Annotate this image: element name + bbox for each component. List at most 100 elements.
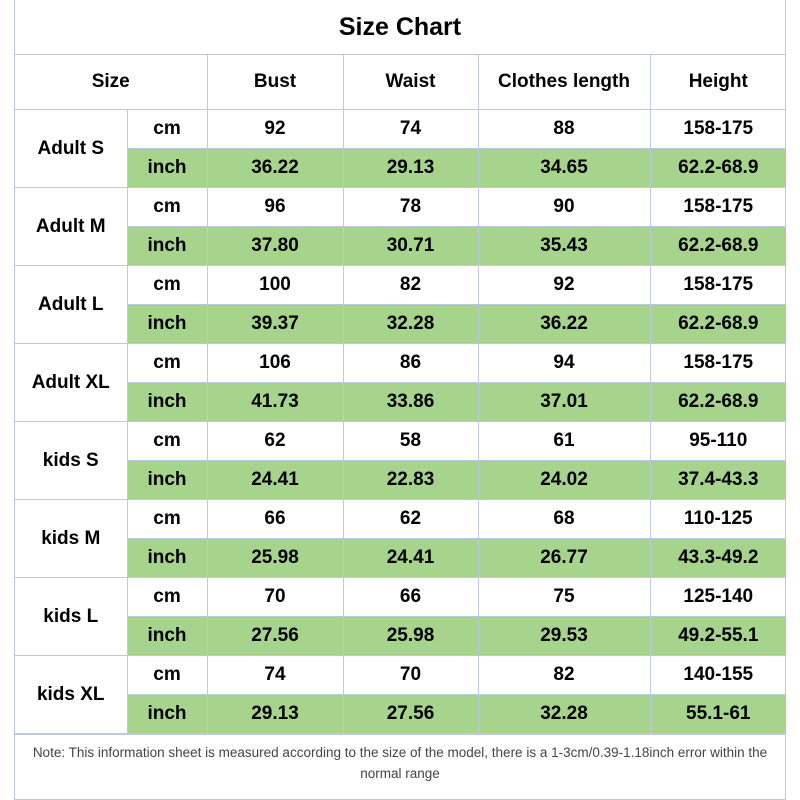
- bust-inch-cell: 27.56: [206, 616, 344, 656]
- height-inch-cell: 43.3-49.2: [649, 538, 786, 578]
- size-table: Size Bust Waist Clothes length Height Ad…: [15, 55, 786, 734]
- clothes-length-cm-cell: 88: [477, 109, 651, 149]
- waist-inch-cell: 30.71: [342, 226, 479, 266]
- height-cm-cell: 125-140: [649, 577, 786, 617]
- table-row-cm: Adult XL cm 106 86 94 158-175: [15, 343, 786, 422]
- unit-label-inch: inch: [127, 304, 208, 344]
- height-inch-cell: 55.1-61: [649, 694, 786, 734]
- waist-inch-cell: 29.13: [342, 148, 479, 188]
- waist-cm-cell: 86: [342, 343, 479, 383]
- waist-cm-cell: 62: [342, 499, 479, 539]
- unit-label-cm: cm: [126, 421, 208, 461]
- clothes-length-inch-cell: 26.77: [477, 538, 651, 578]
- bust-inch-cell: 24.41: [206, 460, 344, 500]
- height-cm-cell: 158-175: [649, 343, 786, 383]
- height-cm-cell: 140-155: [649, 655, 786, 695]
- header-row: Size Bust Waist Clothes length Height: [15, 55, 786, 110]
- size-label: Adult M: [15, 187, 128, 266]
- header-height: Height: [649, 55, 786, 110]
- height-cm-cell: 158-175: [649, 187, 786, 227]
- header-size: Size: [15, 55, 208, 110]
- table-row-inch: inch 36.22 29.13 34.65 62.2-68.9: [15, 148, 786, 188]
- height-inch-cell: 62.2-68.9: [649, 382, 786, 422]
- bust-inch-cell: 36.22: [206, 148, 344, 188]
- unit-label-inch: inch: [127, 694, 208, 734]
- measurement-note: Note: This information sheet is measured…: [15, 734, 785, 784]
- clothes-length-inch-cell: 37.01: [477, 382, 651, 422]
- unit-label-cm: cm: [126, 655, 208, 695]
- unit-label-inch: inch: [127, 226, 208, 266]
- waist-inch-cell: 27.56: [342, 694, 479, 734]
- size-label: Adult XL: [15, 343, 128, 422]
- height-cm-cell: 110-125: [649, 499, 786, 539]
- table-row-inch: inch 27.56 25.98 29.53 49.2-55.1: [15, 616, 786, 656]
- bust-cm-cell: 66: [206, 499, 344, 539]
- waist-cm-cell: 58: [342, 421, 479, 461]
- clothes-length-inch-cell: 32.28: [477, 694, 651, 734]
- table-row-inch: inch 41.73 33.86 37.01 62.2-68.9: [15, 382, 786, 422]
- unit-label-inch: inch: [127, 538, 208, 578]
- unit-label-cm: cm: [126, 343, 208, 383]
- bust-cm-cell: 92: [206, 109, 344, 149]
- unit-label-inch: inch: [127, 616, 208, 656]
- size-label: kids S: [15, 421, 128, 500]
- table-row-inch: inch 37.80 30.71 35.43 62.2-68.9: [15, 226, 786, 266]
- height-inch-cell: 49.2-55.1: [649, 616, 786, 656]
- unit-label-cm: cm: [126, 109, 208, 149]
- size-label: kids XL: [15, 655, 128, 734]
- waist-inch-cell: 33.86: [342, 382, 479, 422]
- clothes-length-cm-cell: 90: [477, 187, 651, 227]
- bust-inch-cell: 41.73: [206, 382, 344, 422]
- header-bust: Bust: [206, 55, 344, 110]
- unit-label-inch: inch: [127, 460, 208, 500]
- unit-label-inch: inch: [127, 382, 208, 422]
- clothes-length-cm-cell: 94: [477, 343, 651, 383]
- clothes-length-cm-cell: 92: [477, 265, 651, 305]
- height-inch-cell: 37.4-43.3: [649, 460, 786, 500]
- height-cm-cell: 158-175: [649, 265, 786, 305]
- size-label: Adult L: [15, 265, 128, 344]
- header-waist: Waist: [342, 55, 479, 110]
- waist-cm-cell: 66: [342, 577, 479, 617]
- clothes-length-inch-cell: 35.43: [477, 226, 651, 266]
- bust-inch-cell: 25.98: [206, 538, 344, 578]
- table-row-cm: kids XL cm 74 70 82 140-155: [15, 655, 786, 734]
- unit-label-inch: inch: [127, 148, 208, 188]
- clothes-length-cm-cell: 82: [477, 655, 651, 695]
- bust-cm-cell: 70: [206, 577, 344, 617]
- table-row-inch: inch 39.37 32.28 36.22 62.2-68.9: [15, 304, 786, 344]
- unit-label-cm: cm: [126, 499, 208, 539]
- clothes-length-inch-cell: 34.65: [477, 148, 651, 188]
- bust-cm-cell: 100: [206, 265, 344, 305]
- table-row-inch: inch 24.41 22.83 24.02 37.4-43.3: [15, 460, 786, 500]
- bust-inch-cell: 39.37: [206, 304, 344, 344]
- height-inch-cell: 62.2-68.9: [649, 304, 786, 344]
- height-inch-cell: 62.2-68.9: [649, 226, 786, 266]
- waist-inch-cell: 32.28: [342, 304, 479, 344]
- size-label: Adult S: [15, 109, 128, 188]
- waist-inch-cell: 25.98: [342, 616, 479, 656]
- bust-cm-cell: 106: [206, 343, 344, 383]
- bust-cm-cell: 62: [206, 421, 344, 461]
- header-clothes-length: Clothes length: [477, 55, 651, 110]
- waist-inch-cell: 22.83: [342, 460, 479, 500]
- waist-cm-cell: 78: [342, 187, 479, 227]
- table-row-inch: inch 25.98 24.41 26.77 43.3-49.2: [15, 538, 786, 578]
- size-chart-sheet: Size Chart Size Bust Waist Clothes lengt…: [14, 0, 786, 800]
- clothes-length-cm-cell: 68: [477, 499, 651, 539]
- unit-label-cm: cm: [126, 577, 208, 617]
- height-inch-cell: 62.2-68.9: [649, 148, 786, 188]
- clothes-length-inch-cell: 29.53: [477, 616, 651, 656]
- clothes-length-inch-cell: 24.02: [477, 460, 651, 500]
- table-row-inch: inch 29.13 27.56 32.28 55.1-61: [15, 694, 786, 734]
- waist-cm-cell: 82: [342, 265, 479, 305]
- waist-cm-cell: 70: [342, 655, 479, 695]
- bust-inch-cell: 29.13: [206, 694, 344, 734]
- bust-cm-cell: 74: [206, 655, 344, 695]
- height-cm-cell: 95-110: [649, 421, 786, 461]
- size-label: kids L: [15, 577, 128, 656]
